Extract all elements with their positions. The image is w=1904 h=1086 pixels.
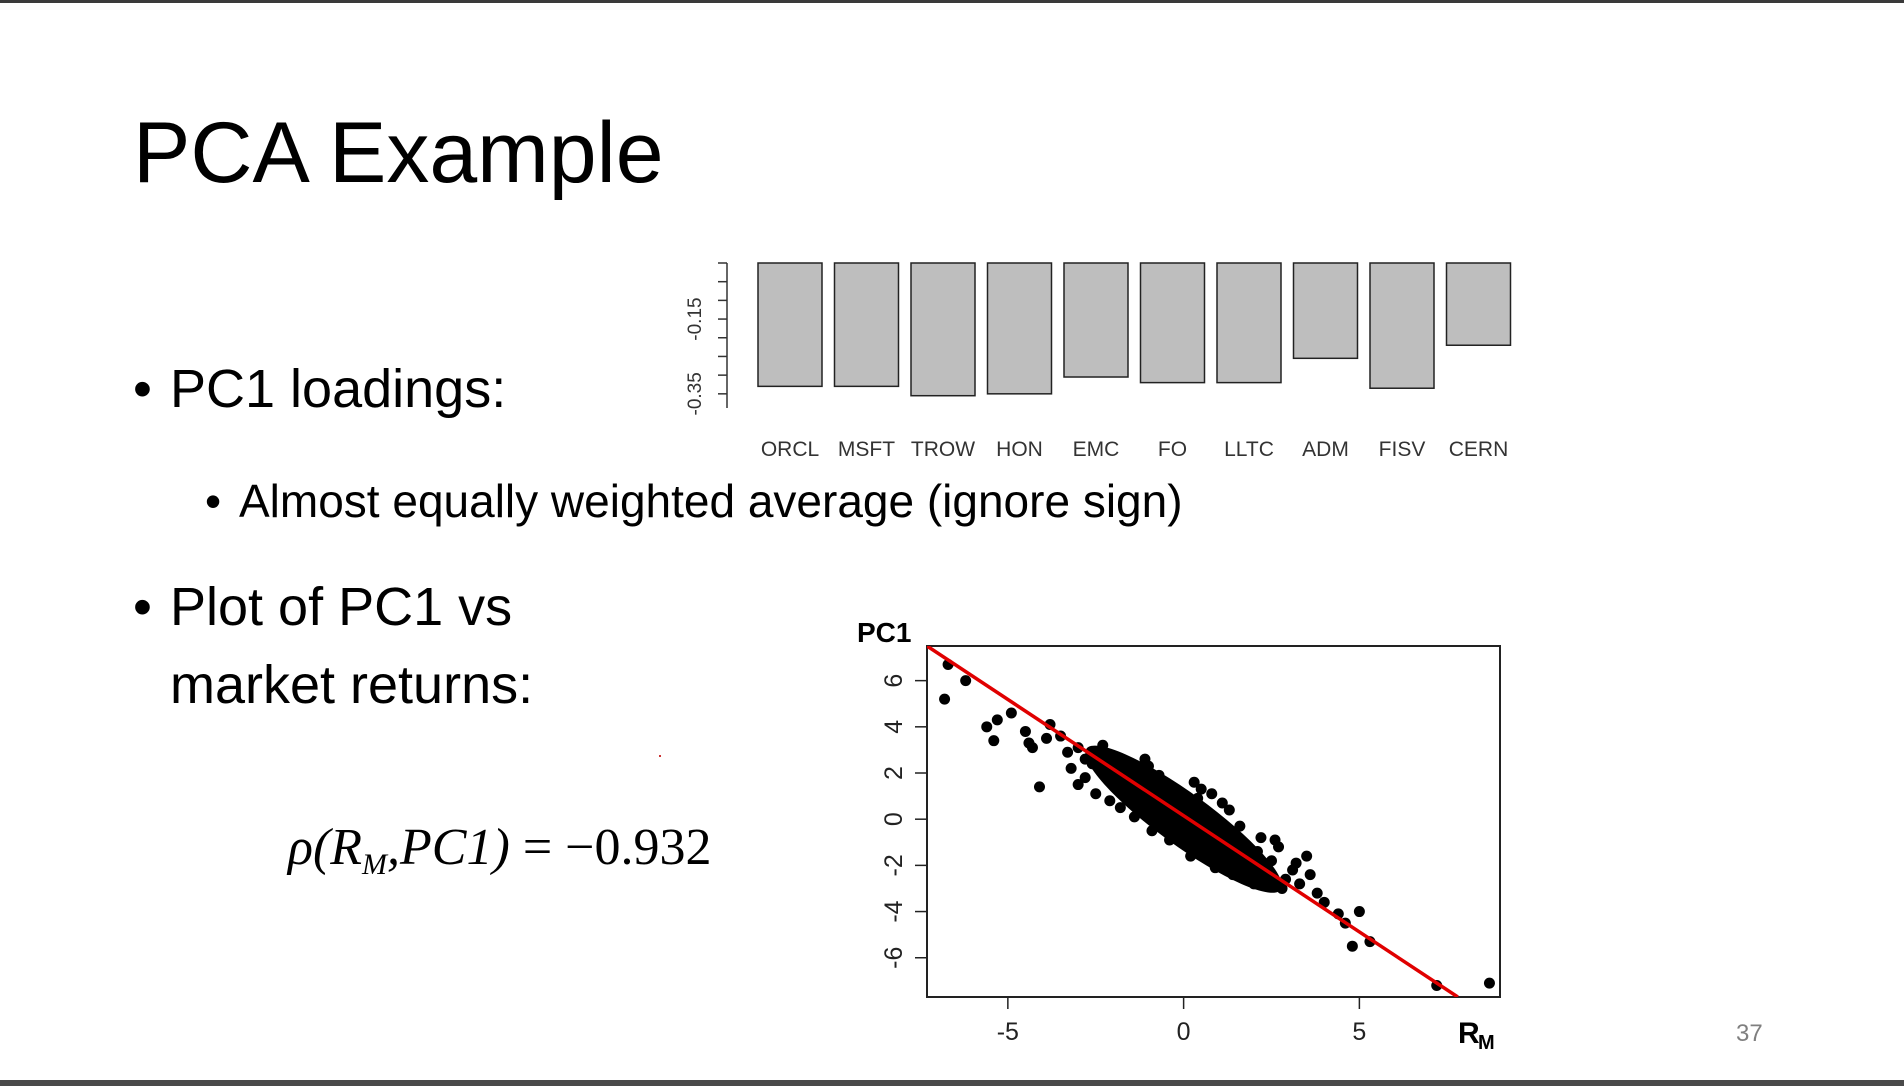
scatter-point (1223, 804, 1235, 816)
window-top-border (0, 0, 1904, 3)
scatter-point (1188, 776, 1200, 788)
scatter-y-tick-label: -4 (880, 900, 908, 922)
bar-category-label: MSFT (838, 438, 895, 461)
bullet-loadings-text: PC1 loadings: (170, 359, 507, 419)
scatter-y-tick-label: 4 (880, 720, 908, 734)
slide-title: PCA Example (133, 105, 664, 201)
bar-fisv (1369, 262, 1435, 389)
scatter-point (1041, 732, 1053, 744)
scatter-y-tick-label: -6 (880, 947, 908, 969)
scatter-point (1072, 779, 1084, 791)
bullet-glyph: • (133, 577, 152, 637)
scatter-plot-frame (926, 645, 1501, 998)
formula-rest: ,PC1) (387, 819, 510, 876)
formula-rho: ρ(R (288, 819, 363, 876)
bar-category-label: CERN (1449, 438, 1509, 461)
bullet-plot-line1: Plot of PC1 vs (170, 577, 513, 637)
scatter-point (1033, 781, 1045, 793)
scatter-point (1195, 783, 1207, 795)
bullet-loadings: • PC1 loadings: (133, 350, 506, 428)
bar-orcl (757, 262, 823, 388)
bar-category-label: LLTC (1224, 438, 1274, 461)
scatter-point (981, 721, 993, 733)
scatter-y-tick-label: 6 (880, 674, 908, 688)
scatter-y-tick-label: 0 (880, 812, 908, 826)
bar-y-tick-label: -0.35 (685, 372, 706, 415)
bar-category-label: TROW (911, 438, 975, 461)
scatter-point (1019, 725, 1031, 737)
correlation-formula: ρ(RM,PC1) = −0.932 (288, 818, 711, 882)
bar-category-label: FISV (1379, 438, 1426, 461)
scatter-point (1090, 788, 1102, 800)
scatter-point (1005, 707, 1017, 719)
scatter-point (939, 693, 951, 705)
bar-hon (986, 262, 1053, 395)
scatter-point (1255, 832, 1267, 844)
scatter-y-tick-label: 2 (880, 766, 908, 780)
bar-adm (1292, 262, 1359, 360)
bar-category-label: ORCL (761, 438, 819, 461)
scatter-x-axis-subscript: M (1478, 1032, 1495, 1054)
scatter-point (1114, 802, 1126, 814)
page-number: 37 (1736, 1020, 1763, 1047)
bullet-glyph: • (133, 359, 152, 419)
scatter-point (1311, 887, 1323, 899)
bar-fo (1139, 262, 1206, 384)
sub-bullet-weighted: • Almost equally weighted average (ignore… (205, 474, 1183, 528)
scatter-x-tick-label: 0 (1177, 1018, 1191, 1046)
scatter-point (1079, 772, 1091, 784)
scatter-point (1290, 857, 1302, 869)
formula-subscript: M (362, 848, 388, 881)
scatter-point (1294, 878, 1306, 890)
scatter-point-cluster (1085, 745, 1282, 893)
scatter-point (1346, 940, 1358, 952)
scatter-point (1216, 797, 1228, 809)
scatter-point (1104, 795, 1116, 807)
bar-emc (1063, 262, 1129, 378)
sub-bullet-glyph: • (205, 475, 222, 527)
scatter-x-axis-title: R (1458, 1017, 1480, 1050)
scatter-point (1483, 977, 1495, 989)
bar-category-label: HON (996, 438, 1043, 461)
bar-category-label: FO (1158, 438, 1187, 461)
scatter-point (1023, 737, 1035, 749)
formula-value: = −0.932 (509, 819, 712, 876)
bar-lltc (1216, 262, 1282, 384)
bar-msft (833, 262, 900, 388)
scatter-point (1065, 762, 1077, 774)
bar-category-label: ADM (1302, 438, 1349, 461)
window-bottom-border (0, 1080, 1904, 1086)
stray-mark (659, 755, 661, 757)
scatter-point (960, 675, 972, 687)
pc1-loadings-bar-chart: -0.15 -0.35 ORCL MSFT TROW HON EMC FO LLTC ADM FIS… (685, 262, 1512, 461)
scatter-point (1353, 906, 1365, 918)
scatter-point (1269, 834, 1281, 846)
scatter-x-tick-label: -5 (997, 1018, 1019, 1046)
scatter-x-tick-label: 5 (1352, 1018, 1366, 1046)
bullet-plot: • Plot of PC1 vs market returns: (133, 568, 533, 725)
scatter-point (1139, 753, 1151, 765)
scatter-point (988, 735, 1000, 747)
bullet-plot-line2: market returns: (170, 655, 534, 716)
scatter-point (991, 714, 1003, 726)
bar-category-label: EMC (1073, 438, 1120, 461)
regression-fit-line (927, 646, 1459, 997)
scatter-point (1304, 869, 1316, 881)
scatter-point (1206, 788, 1218, 800)
sub-bullet-text: Almost equally weighted average (ignore … (239, 475, 1183, 527)
scatter-point (1301, 850, 1313, 862)
scatter-point (1062, 746, 1074, 758)
scatter-y-axis-title: PC1 (857, 617, 911, 648)
bar-trow (910, 262, 976, 397)
bar-y-tick-label: -0.15 (685, 297, 706, 340)
scatter-y-tick-label: -2 (880, 854, 908, 876)
bar-cern (1445, 262, 1512, 346)
